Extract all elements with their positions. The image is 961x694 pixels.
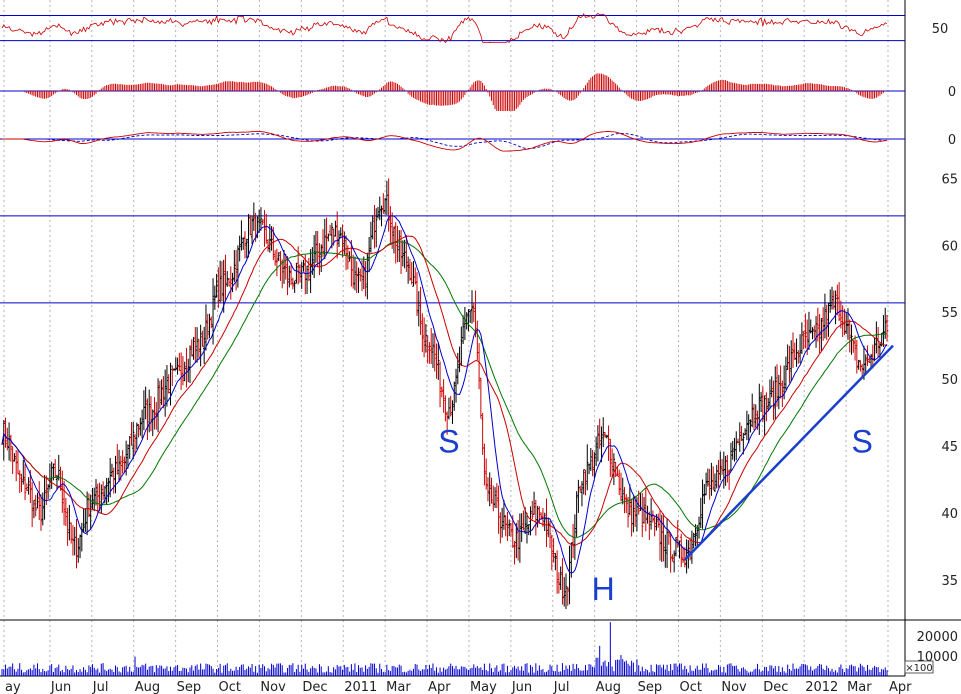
price-tick-label-35: 35 [941,574,958,589]
x-tick-label-19: 2012 [805,680,838,694]
pattern-label-2: S [851,424,872,460]
price-tick-label-45: 45 [941,440,958,455]
x-tick-label-7: Dec [302,680,327,694]
volume-multiplier-label: ×100 [905,663,932,674]
x-tick-label-9: Mar [386,680,411,694]
signal-tick-label: 0 [948,133,956,148]
x-tick-label-16: Oct [679,680,701,694]
moving-average-mid [1,235,888,546]
moving-average-short [1,215,888,574]
x-tick-label-18: Dec [763,680,788,694]
price-tick-label-40: 40 [941,507,958,522]
pattern-label-0: S [438,424,459,460]
x-tick-label-6: Nov [260,680,286,694]
indicator-line [2,130,888,152]
x-tick-label-11: May [470,680,497,694]
x-tick-label-13: Jul [553,680,570,694]
x-tick-label-3: Aug [135,680,160,694]
price-panel: S H S [0,178,905,610]
x-tick-label-20: Mar [847,680,872,694]
x-tick-label-17: Nov [721,680,747,694]
histogram-tick-label: 0 [948,85,956,100]
price-tick-label-55: 55 [941,306,958,321]
x-tick-label-21: Apr [889,680,912,694]
x-tick-label-5: Oct [219,680,241,694]
price-tick-label-60: 60 [941,239,958,254]
signal-panel [0,130,905,152]
x-tick-label-0: ay [5,680,21,694]
x-tick-label-12: Jun [511,680,532,694]
x-tick-label-8: 2011 [344,680,377,694]
moving-average-long [1,241,888,539]
x-tick-label-4: Sep [177,680,202,694]
volume-multiplier-box [904,660,934,674]
x-tick-label-2: Jul [92,680,109,694]
neckline-trendline [683,344,894,561]
x-tick-label-10: Apr [428,680,451,694]
pattern-label-1: H [592,571,615,607]
x-tick-label-1: Jun [50,680,71,694]
price-tick-label-65: 65 [941,172,958,187]
histogram-panel [0,73,905,111]
oscillator-line [1,12,888,44]
x-tick-label-14: Aug [596,680,621,694]
osc-tick-label: 50 [932,22,949,37]
volume-tick-label-20000: 20000 [917,630,958,645]
x-tick-label-15: Sep [638,680,663,694]
volume-panel [1,622,888,676]
signal-line [2,132,888,150]
price-tick-label-50: 50 [941,373,958,388]
oscillator-panel [0,12,905,44]
